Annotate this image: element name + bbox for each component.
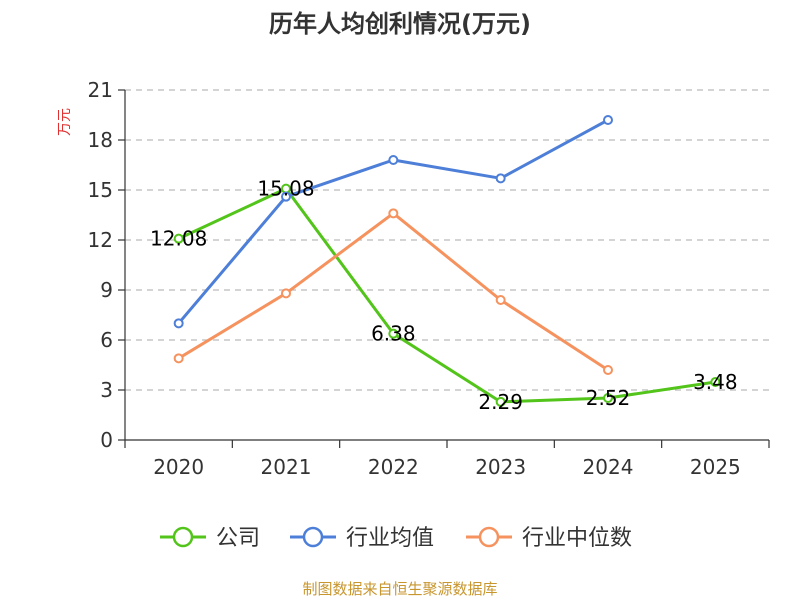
data-label: 15.08 [257, 177, 314, 201]
data-point [388, 208, 399, 219]
series-line-2 [177, 211, 609, 372]
y-tick-label: 9 [100, 278, 113, 302]
legend-label: 公司 [216, 526, 260, 551]
source-note: 制图数据来自恒生聚源数据库 [302, 580, 497, 598]
data-label: 2.29 [478, 390, 523, 414]
data-point [495, 396, 506, 407]
series-lines [177, 118, 716, 404]
x-tick-label: 2023 [475, 455, 526, 479]
axes: 0 3 6 9 12 15 18 21 2020 2021 2022 2023 2024 2025 [88, 78, 770, 479]
legend-marker [172, 526, 194, 548]
y-tick-label: 15 [88, 178, 113, 202]
x-tick-label: 2020 [153, 455, 204, 479]
data-point [173, 233, 184, 244]
y-tick-label: 21 [88, 78, 113, 102]
series-line-1 [177, 118, 609, 325]
series-points [173, 115, 721, 407]
data-point [173, 318, 184, 329]
data-label: 12.08 [150, 227, 207, 251]
data-labels: 12.08 15.08 6.38 2.29 2.52 3.48 [150, 177, 738, 414]
chart-title: 历年人均创利情况(万元) [269, 10, 531, 38]
data-point [495, 173, 506, 184]
data-point [281, 288, 291, 299]
x-tick-label: 2022 [368, 455, 419, 479]
x-tick-label: 2021 [261, 455, 312, 479]
legend: 公司 行业均值 行业中位数 [160, 526, 632, 551]
y-tick-label: 12 [88, 228, 113, 252]
legend-marker [302, 526, 324, 548]
legend-marker [478, 526, 500, 548]
y-tick-label: 18 [88, 128, 113, 152]
data-point [388, 328, 399, 339]
data-point [603, 115, 613, 125]
data-point [603, 393, 613, 403]
data-point [388, 155, 399, 165]
data-point [173, 353, 184, 364]
x-tick-label: 2024 [583, 455, 634, 479]
data-point [603, 365, 613, 375]
y-tick-label: 0 [100, 428, 113, 452]
y-axis-title: 万元 [57, 108, 73, 136]
data-label: 6.38 [371, 322, 416, 346]
data-point [281, 191, 291, 202]
data-label: 3.48 [693, 370, 738, 394]
legend-label: 行业中位数 [522, 526, 632, 551]
legend-label: 行业均值 [346, 526, 434, 551]
x-tick-label: 2025 [690, 455, 741, 479]
y-tick-label: 3 [100, 378, 113, 402]
data-point [710, 377, 721, 387]
grid-lines [125, 89, 769, 391]
data-label: 2.52 [586, 386, 631, 410]
data-point [495, 295, 506, 305]
series-line-0 [178, 187, 716, 404]
y-tick-label: 6 [100, 328, 113, 352]
